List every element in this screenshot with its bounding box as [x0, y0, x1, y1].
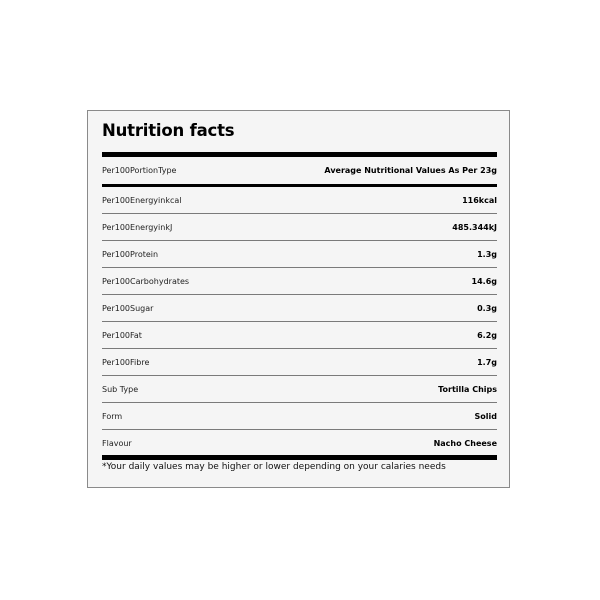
row-value: 485.344kJ: [452, 222, 497, 232]
table-row: Per100Fibre 1.7g: [102, 349, 497, 376]
row-value: Tortilla Chips: [438, 384, 497, 394]
row-label: Form: [102, 411, 123, 421]
nutrition-table: Per100PortionType Average Nutritional Va…: [102, 157, 497, 456]
table-row: Per100Fat 6.2g: [102, 322, 497, 349]
table-row: Per100Protein 1.3g: [102, 241, 497, 268]
header-divider: [102, 184, 497, 187]
table-row: Flavour Nacho Cheese: [102, 430, 497, 456]
row-value: 0.3g: [477, 303, 497, 313]
portion-type-row: Per100PortionType Average Nutritional Va…: [102, 157, 497, 184]
row-value: 1.7g: [477, 357, 497, 367]
table-row: Per100Carbohydrates 14.6g: [102, 268, 497, 295]
row-value: Average Nutritional Values As Per 23g: [324, 166, 497, 175]
row-label: Per100Energyinkcal: [102, 195, 182, 205]
footnote: *Your daily values may be higher or lowe…: [102, 462, 446, 472]
table-row: Per100Sugar 0.3g: [102, 295, 497, 322]
row-value: 14.6g: [471, 276, 497, 286]
row-label: Per100Carbohydrates: [102, 276, 190, 286]
row-label: Per100Sugar: [102, 303, 154, 313]
table-row: Per100EnergyinkJ 485.344kJ: [102, 214, 497, 241]
row-label: Flavour: [102, 438, 132, 448]
row-label: Sub Type: [102, 384, 139, 394]
row-value: Solid: [474, 411, 497, 421]
row-label: Per100Protein: [102, 249, 159, 259]
row-value: Nacho Cheese: [433, 438, 497, 448]
row-value: 116kcal: [462, 195, 497, 205]
nutrition-facts-panel: Nutrition facts Per100PortionType Averag…: [87, 110, 510, 488]
row-value: 1.3g: [477, 249, 497, 259]
row-value: 6.2g: [477, 330, 497, 340]
bottom-divider: [102, 455, 497, 460]
table-row: Per100Energyinkcal 116kcal: [102, 187, 497, 214]
table-row: Form Solid: [102, 403, 497, 430]
table-row: Sub Type Tortilla Chips: [102, 376, 497, 403]
row-label: Per100Fat: [102, 330, 142, 340]
row-label: Per100PortionType: [102, 166, 177, 175]
row-label: Per100Fibre: [102, 357, 150, 367]
panel-title: Nutrition facts: [102, 121, 235, 140]
top-divider: [102, 152, 497, 157]
row-label: Per100EnergyinkJ: [102, 222, 173, 232]
